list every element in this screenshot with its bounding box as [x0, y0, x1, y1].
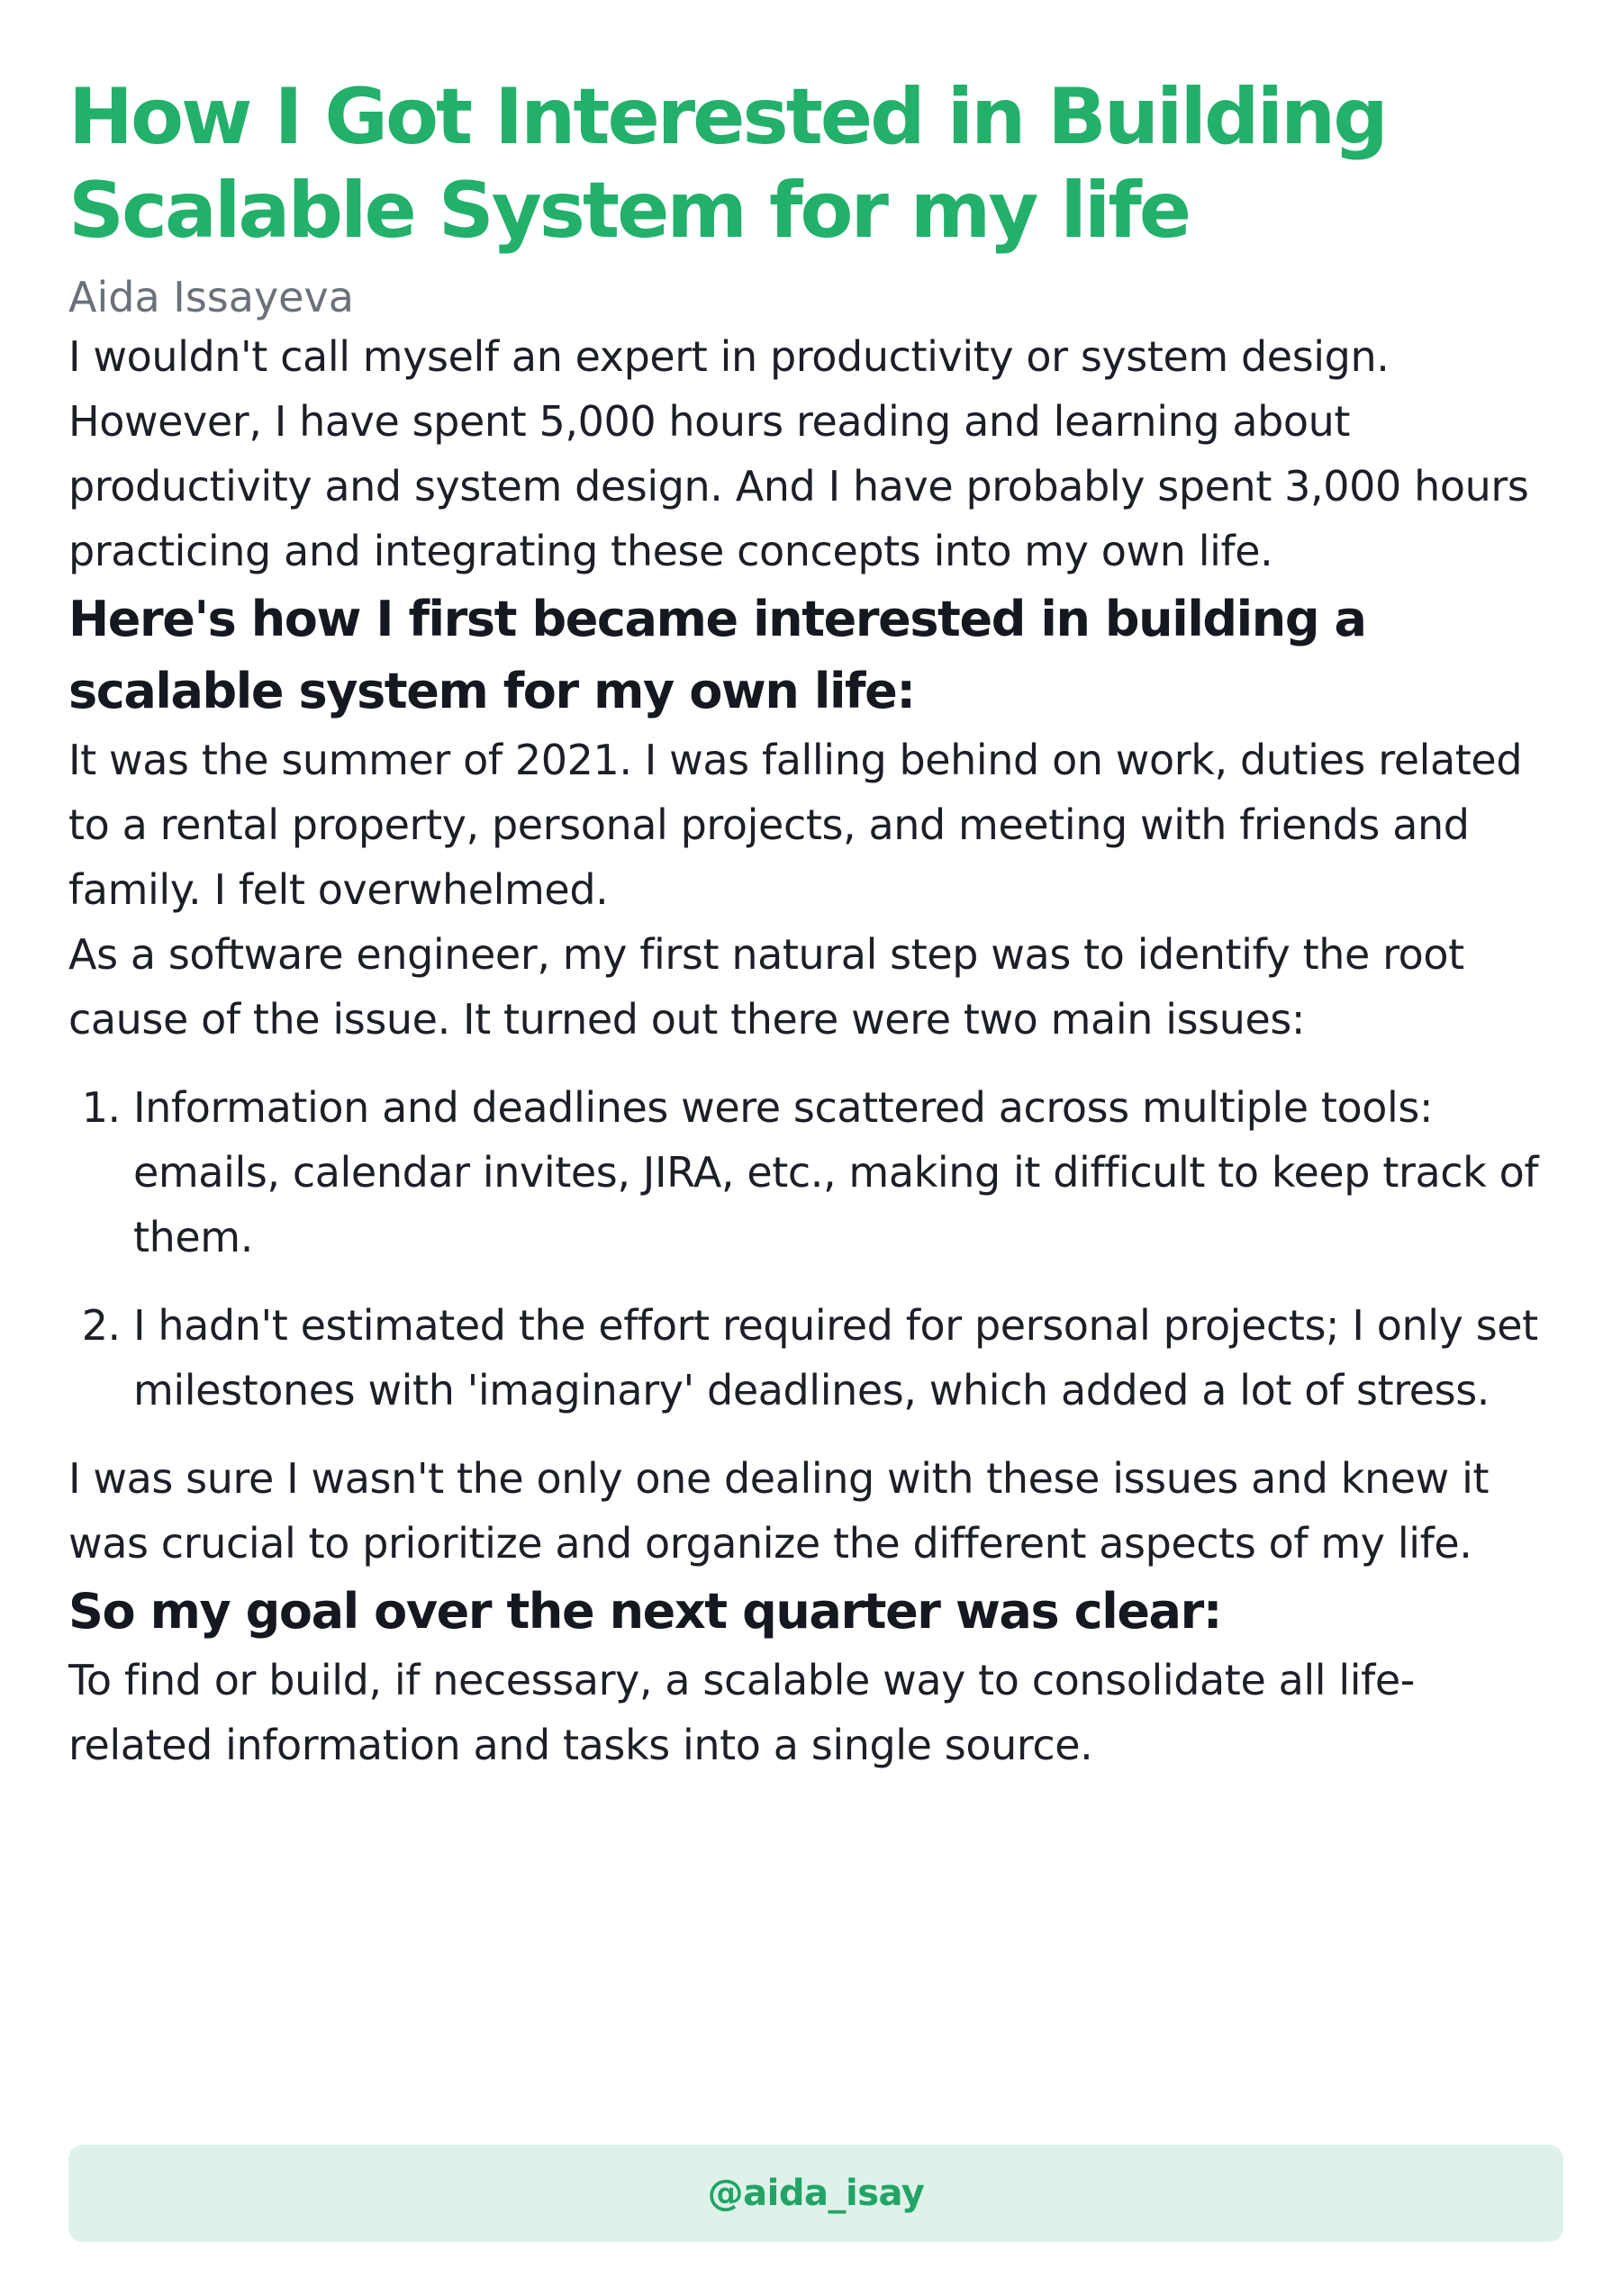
paragraph-engineer: As a software engineer, my first natural… — [68, 930, 1464, 1044]
paragraph-summer: It was the summer of 2021. I was falling… — [68, 736, 1523, 914]
section-heading-origin: Here's how I first became interested in … — [68, 591, 1367, 719]
section-heading-goal: So my goal over the next quarter was cle… — [68, 1583, 1222, 1640]
list-item: I hadn't estimated the effort required f… — [133, 1293, 1551, 1423]
paragraph-sure: I was sure I wasn't the only one dealing… — [68, 1454, 1490, 1568]
author-name: Aida Issayeva — [68, 273, 354, 321]
paragraph-goal: To find or build, if necessary, a scalab… — [68, 1656, 1415, 1769]
article-title: How I Got Interested in Building Scalabl… — [68, 72, 1389, 256]
social-handle-banner: @aida_isay — [68, 2145, 1563, 2242]
social-handle: @aida_isay — [707, 2173, 925, 2214]
article-body: I wouldn't call myself an expert in prod… — [68, 324, 1551, 1777]
issues-list: Information and deadlines were scattered… — [68, 1075, 1551, 1423]
paragraph-hours: However, I have spent 5,000 hours readin… — [68, 397, 1529, 575]
paragraph-intro: I wouldn't call myself an expert in prod… — [68, 332, 1390, 381]
list-item: Information and deadlines were scattered… — [133, 1075, 1551, 1270]
